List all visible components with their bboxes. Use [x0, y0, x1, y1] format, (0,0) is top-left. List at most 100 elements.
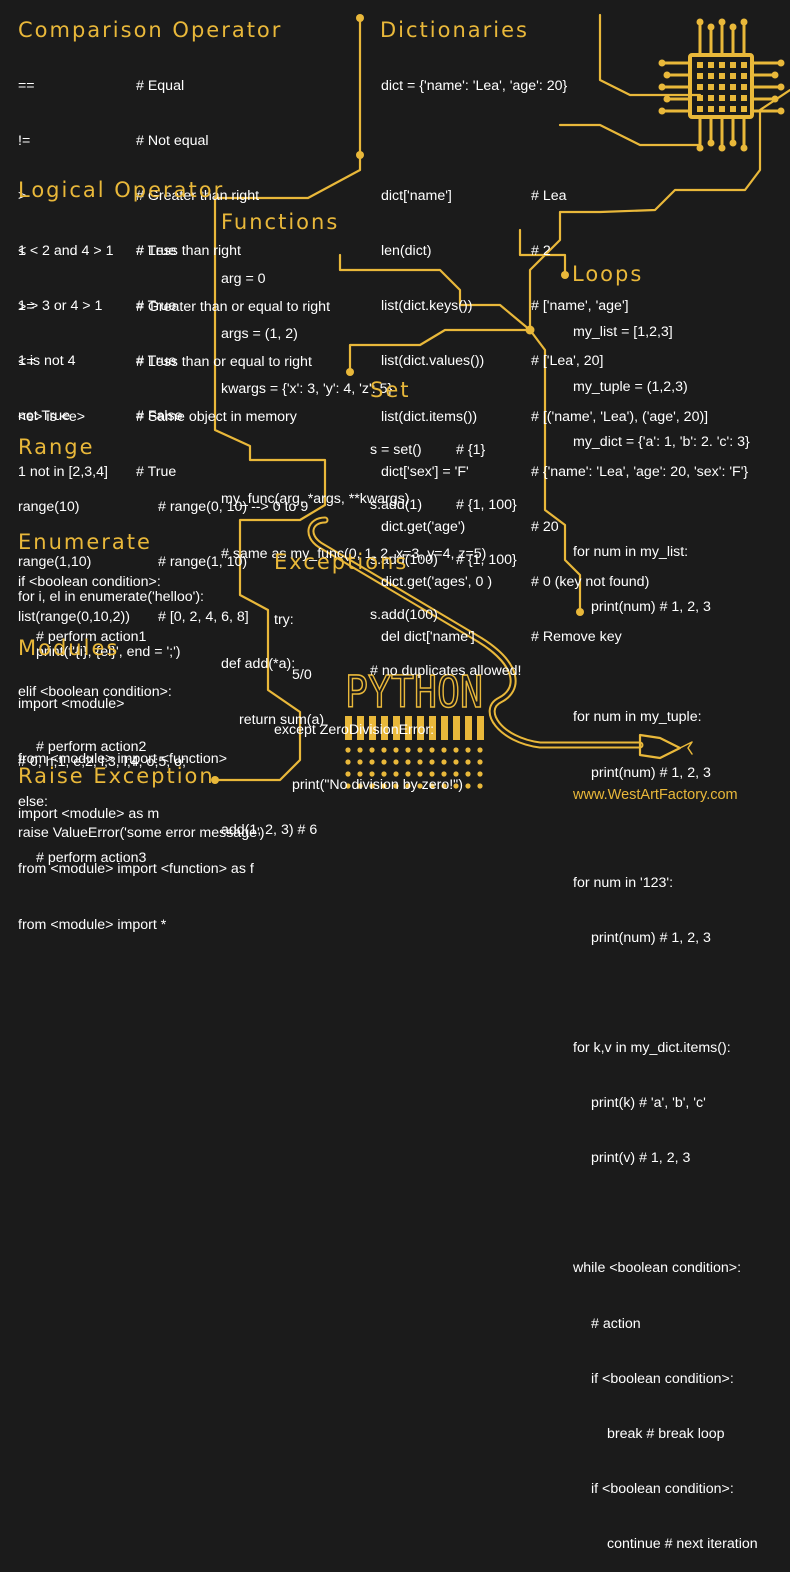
code-cell: dict.get('ages', 0 ) [381, 574, 493, 591]
code-cell: 1 not in [2,3,4] [18, 463, 108, 480]
code-line: kwargs = {'x': 3, 'y': 4, 'z': 5} [221, 381, 393, 398]
dictionaries-table: dict = {'name': 'Lea', 'age': 20} dict['… [381, 40, 781, 665]
code-cell: list(dict.keys()) [381, 298, 473, 315]
table-row: s.add(1) # {1, 100} [370, 496, 550, 514]
table-row: dict['sex'] = 'F' # {'name': 'Lea', 'age'… [381, 463, 781, 481]
code-cell: not True [18, 408, 71, 425]
loops-code: my_list = [1,2,3] my_tuple = (1,2,3) my_… [573, 286, 758, 1572]
functions-title: Functions [221, 210, 340, 234]
comment-cell: # [('name', 'Lea'), ('age', 20)] [531, 408, 709, 425]
code-line: while <boolean condition>: [573, 1260, 742, 1277]
comment-cell: # True [136, 463, 177, 480]
code-line: else: [18, 794, 48, 811]
table-row: <= # Less than or equal to right [18, 353, 363, 371]
comment-cell: # Less than right [136, 243, 241, 260]
code-cell: range(10) [18, 498, 80, 515]
code-line: my_func(arg, *args, **kwargs) [221, 491, 410, 508]
comment-cell: # Greater than or equal to right [136, 298, 331, 315]
code-line: if <boolean condition>: [591, 1370, 734, 1387]
code-line: print(f'{i}, {el}', end = ';') [36, 644, 181, 661]
code-line: my_dict = {'a': 1, 'b': 2. 'c': 3} [573, 434, 750, 451]
table-row: s = set() # {1} [370, 441, 550, 459]
comment-cell: # ['name', 'age'] [531, 298, 629, 315]
table-row: range(1,10) # range(1, 10) [18, 553, 318, 571]
code-line: print(k) # 'a', 'b', 'c' [591, 1095, 706, 1112]
comment-cell: # {'name': 'Lea', 'age': 20, 'sex': 'F'} [531, 463, 749, 480]
code-cell: 1 is not 4 [18, 353, 76, 370]
code-line: for num in my_list: [573, 544, 689, 561]
table-row: >= # Greater than or equal to right [18, 298, 363, 316]
code-line: print(num) # 1, 2, 3 [591, 764, 711, 781]
code-line: from <module> import <function> as f [18, 861, 254, 878]
code-line: print(num) # 1, 2, 3 [591, 599, 711, 616]
code-cell: == [18, 77, 35, 94]
code-line: except ZeroDivisionError: [274, 722, 435, 739]
raise-title: Raise Exception [18, 764, 215, 788]
set-title: Set [370, 378, 411, 402]
code-line: from <module> import * [18, 916, 167, 933]
table-row: s.add(100) [370, 606, 550, 624]
modules-title: Modules [18, 636, 120, 660]
code-cell: s.add(100) [370, 552, 438, 569]
comment-cell: # 20 [531, 519, 559, 536]
comment-cell: # True [136, 298, 177, 315]
code-line: add(1, 2, 3) # 6 [221, 821, 318, 838]
code-line: # action [591, 1315, 641, 1332]
comment-cell: # {1, 100} [456, 552, 517, 569]
code-line: import <module> [18, 695, 125, 712]
code-line: if <boolean condition>: [18, 573, 161, 590]
set-table: s = set() # {1} s.add(1) # {1, 100} s.add(… [370, 404, 550, 698]
comment-cell: # False [136, 408, 183, 425]
exceptions-title: Exceptions [274, 550, 409, 574]
table-row: list(dict.keys()) # ['name', 'age'] [381, 297, 781, 315]
code-line: # 0, h;1, e;2, l;3, l;4, o;5, o; [18, 754, 186, 771]
code-cell: s.add(1) [370, 497, 423, 514]
code-cell: dict.get('age') [381, 519, 466, 536]
exceptions-code: try: 5/0 except ZeroDivisionError: print… [274, 574, 463, 813]
code-line: # no duplicates allowed! [370, 662, 522, 679]
comment-cell: # ['Lea', 20] [531, 353, 604, 370]
code-cell: len(dict) [381, 243, 432, 260]
table-row: len(dict) # 2 [381, 242, 781, 260]
code-cell: <= [18, 353, 35, 370]
comment-cell: # Less than or equal to right [136, 353, 312, 370]
table-row: s.add(100) # {1, 100} [370, 551, 550, 569]
functions-code: arg = 0 args = (1, 2) kwargs = {'x': 3, … [221, 233, 486, 857]
code-cell: < [18, 243, 27, 260]
table-row: list(dict.items()) # [('name', 'Lea'), ('… [381, 408, 781, 426]
table-row: list(range(0,10,2)) # [0, 2, 4, 6, 8] [18, 608, 318, 626]
comment-cell: # 0 (key not found) [531, 574, 650, 591]
code-cell: list(dict.values()) [381, 353, 485, 370]
code-cell: del dict['name'] [381, 629, 475, 646]
code-cell: >= [18, 298, 35, 315]
enumerate-code: for i, el in enumerate('helloo'): print(… [18, 551, 204, 790]
code-cell: <e> is <e> [18, 409, 86, 426]
footer-url: www.WestArtFactory.com [573, 787, 738, 803]
code-cell: range(1,10) [18, 554, 92, 571]
comparison-title: Comparison Operator [18, 18, 283, 42]
chip-icon [658, 18, 785, 152]
code-line: # perform action1 [36, 628, 147, 645]
code-cell: > [18, 188, 27, 205]
logo-text: PYTHON [345, 667, 483, 718]
table-row: 1 > 3 or 4 > 1 # True [18, 297, 208, 315]
comment-cell: # Same object in memory [136, 409, 297, 426]
comment-cell: # Equal [136, 77, 185, 94]
table-row: < # Less than right [18, 242, 363, 260]
enumerate-title: Enumerate [18, 530, 152, 554]
code-line: print("No division by zero!") [292, 777, 463, 794]
code-line: print(num) # 1, 2, 3 [591, 929, 711, 946]
code-line: arg = 0 [221, 270, 266, 287]
code-line: continue # next iteration [607, 1536, 758, 1553]
code-cell: dict['name'] [381, 187, 452, 204]
table-row: not True # False [18, 407, 208, 425]
code-cell: list(dict.items()) [381, 408, 478, 425]
comment-cell: # Not equal [136, 133, 209, 150]
circuit-traces: PYTHON [211, 13, 790, 789]
table-row: dict['name'] # Lea [381, 187, 781, 205]
code-line: for i, el in enumerate('helloo'): [18, 588, 205, 605]
code-line: from <module> import <function> [18, 751, 227, 768]
code-line: my_list = [1,2,3] [573, 323, 673, 340]
code-cell: 1 < 2 and 4 > 1 [18, 242, 114, 259]
code-cell: s = set() [370, 441, 422, 458]
